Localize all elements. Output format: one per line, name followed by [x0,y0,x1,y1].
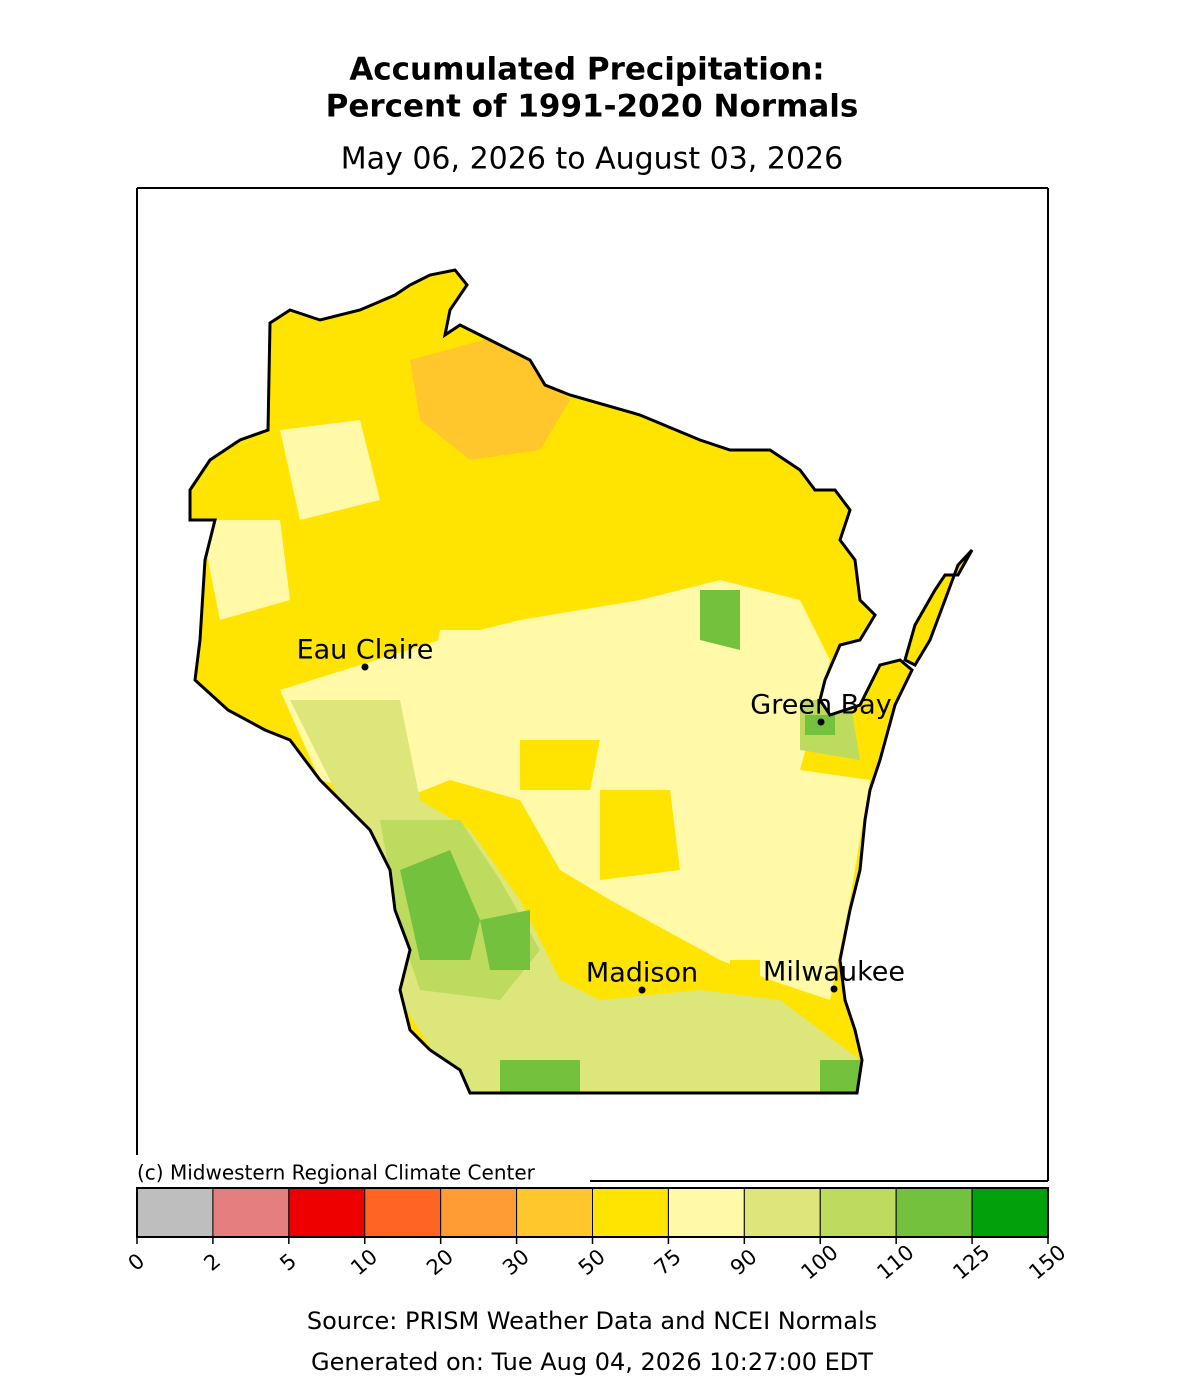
colorbar-tick-label: 10 [346,1244,382,1280]
colorbar-segment [288,1187,366,1238]
colorbar-tick-label: 50 [574,1244,610,1280]
colorbar-segment [592,1187,669,1238]
title-line: Accumulated Precipitation: [349,52,824,88]
city-label: Eau Claire [297,635,434,666]
colorbar-segment [971,1187,1049,1238]
colorbar-segment [364,1187,442,1238]
colorbar: 0 2 5 10 20 30 50 75 90 100 110 125 150 [124,1187,1070,1284]
colorbar-segment [743,1187,821,1238]
colorbar-segment [667,1187,745,1238]
colorbar-tick-label: 125 [948,1240,994,1284]
colorbar-tick-label: 150 [1024,1240,1070,1284]
title-line: Percent of 1991-2020 Normals [326,89,859,125]
city-label: Madison [586,958,698,989]
map-frame [136,187,1049,1182]
colorbar-tick-label: 90 [726,1244,762,1280]
colorbar-segment [212,1187,290,1238]
colorbar-tick-label: 75 [650,1244,686,1280]
colorbar-tick-label: 100 [797,1240,843,1284]
source-note: Source: PRISM Weather Data and NCEI Norm… [307,1307,877,1335]
colorbar-segment [819,1187,897,1238]
generated-note: Generated on: Tue Aug 04, 2026 10:27:00 … [311,1348,873,1376]
colorbar-segment [895,1187,973,1238]
colorbar-tick-label: 110 [872,1240,918,1284]
colorbar-segment [136,1187,214,1238]
subtitle: May 06, 2026 to August 03, 2026 [341,142,843,177]
colorbar-tick-label: 20 [422,1244,458,1280]
city-markers [361,663,838,994]
city-label: Milwaukee [763,957,905,988]
colorbar-border [136,1187,1049,1238]
colorbar-tick-label: 30 [498,1244,534,1280]
colorbar-segment [440,1187,518,1238]
copyright: (c) Midwestern Regional Climate Center [137,1161,536,1185]
colorbar-tick-label: 2 [199,1249,225,1276]
city-label: Green Bay [750,690,891,721]
colorbar-tick-label: 0 [124,1249,150,1276]
colorbar-tick-label: 5 [275,1249,301,1276]
colorbar-segment [516,1187,593,1238]
